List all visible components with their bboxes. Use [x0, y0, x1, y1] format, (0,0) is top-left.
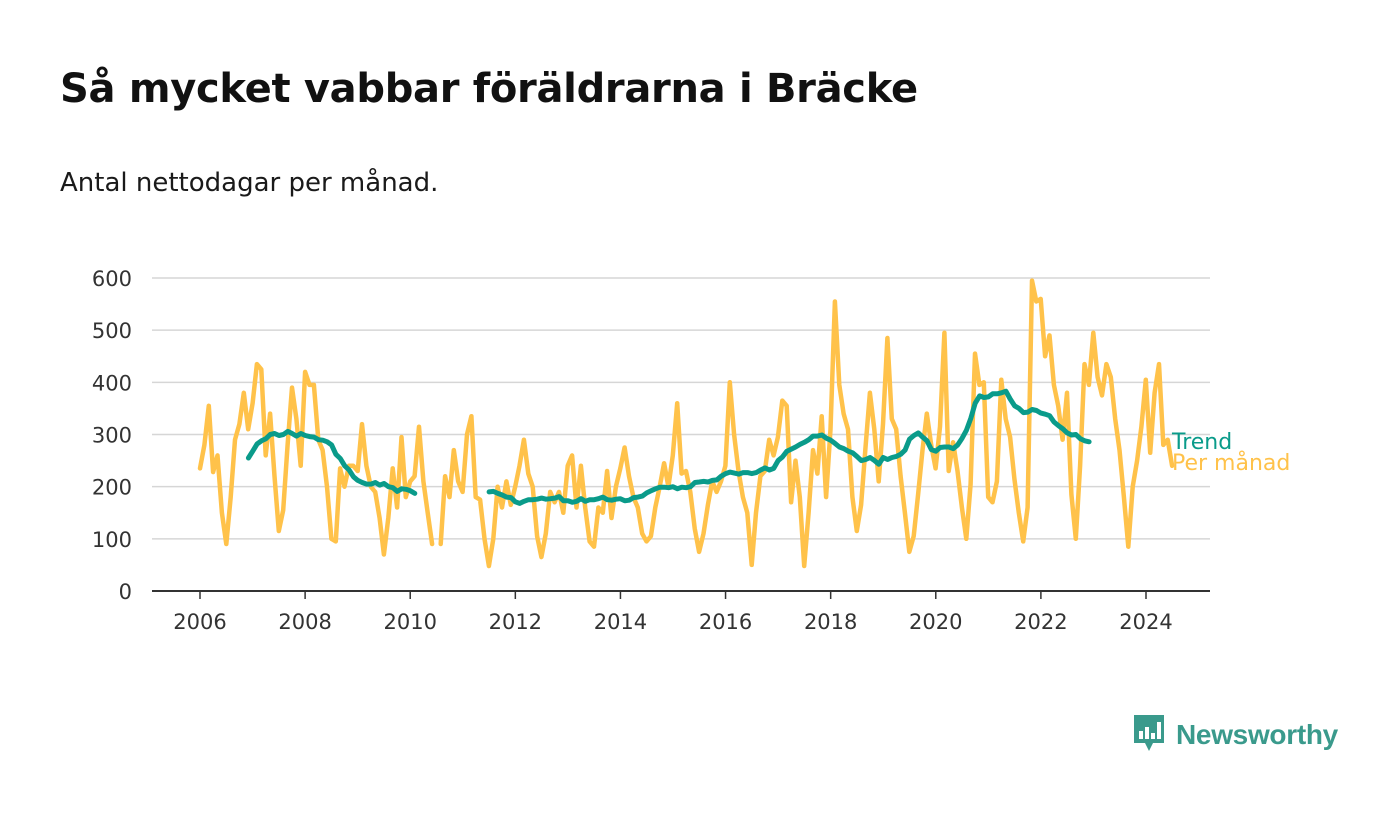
y-tick-label: 200 — [92, 476, 132, 500]
series-label-monthly: Per månad — [1172, 450, 1290, 476]
newsworthy-bar-chart-icon — [1132, 713, 1166, 757]
x-tick-label: 2010 — [383, 610, 436, 634]
series-lines — [197, 278, 1175, 569]
x-tick-label: 2022 — [1014, 610, 1067, 634]
trend-line-segment-2 — [486, 388, 1092, 506]
x-tick-label: 2014 — [594, 610, 647, 634]
x-tick-label: 2006 — [173, 610, 226, 634]
gridlines — [152, 277, 1210, 540]
chart-title: Så mycket vabbar föräldrarna i Bräcke — [60, 66, 918, 112]
logo-text: Newsworthy — [1176, 719, 1338, 750]
y-tick-label: 100 — [92, 528, 132, 552]
y-tick-label: 600 — [92, 267, 132, 291]
monthly-line-segment-1 — [197, 361, 435, 557]
y-tick-label: 500 — [92, 319, 132, 343]
x-tick-label: 2008 — [278, 610, 331, 634]
trend-line-segment-1 — [245, 428, 418, 496]
x-axis-ticks: 2006 2008 2010 2012 2014 2016 2018 2020 2022 2024 — [173, 591, 1173, 634]
series-label-trend: Trend — [1171, 430, 1232, 455]
x-tick-label: 2016 — [699, 610, 752, 634]
y-tick-label: 0 — [119, 580, 132, 604]
x-tick-label: 2018 — [804, 610, 857, 634]
x-tick-label: 2024 — [1119, 610, 1172, 634]
x-tick-label: 2012 — [489, 610, 542, 634]
y-tick-label: 300 — [92, 424, 132, 448]
chart-subtitle: Antal nettodagar per månad. — [60, 168, 439, 198]
x-tick-label: 2020 — [909, 610, 962, 634]
newsworthy-logo: Newsworthy — [1132, 713, 1338, 757]
monthly-line-segment-2 — [438, 278, 1175, 569]
y-tick-label: 400 — [92, 371, 132, 395]
line-chart: 0 100 200 300 400 500 600 2006 2008 2010 2012 2014… — [92, 267, 1290, 634]
y-axis-ticks: 0 100 200 300 400 500 600 — [92, 267, 132, 604]
